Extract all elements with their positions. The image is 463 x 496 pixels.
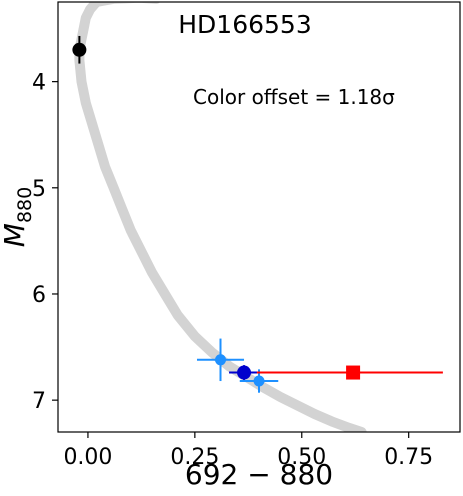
y-tick-label: 6 <box>32 283 46 308</box>
y-tick-label: 5 <box>32 177 46 202</box>
data-point-0 <box>72 35 87 64</box>
y-axis-label-subscript: 880 <box>14 187 36 223</box>
x-tick-label: 0.25 <box>170 445 219 470</box>
circle-marker <box>237 365 252 380</box>
data-point-3 <box>229 365 259 380</box>
x-tick-label: 0.00 <box>63 445 112 470</box>
axes-frame <box>57 1 461 433</box>
ticks-layer: 0.00 0.25 0.50 0.75 4 5 6 7 <box>32 71 433 470</box>
data-points-layer <box>72 35 443 393</box>
color-offset-annotation: Color offset = 1.18σ <box>193 85 395 109</box>
circle-marker <box>253 375 265 387</box>
y-axis-label: M880 <box>0 187 36 247</box>
x-tick-label: 0.75 <box>384 445 433 470</box>
x-axis-label: 692 − 880 <box>185 458 333 491</box>
x-tick-label: 0.50 <box>277 445 326 470</box>
chart-title: HD166553 <box>178 10 311 39</box>
y-tick-label: 4 <box>32 71 46 96</box>
square-marker <box>346 365 361 380</box>
y-axis-label-main: M <box>0 223 31 247</box>
data-point-4 <box>256 365 443 380</box>
y-tick-label: 7 <box>32 389 46 414</box>
data-point-1 <box>196 338 245 382</box>
circle-marker <box>215 354 227 366</box>
circle-marker <box>72 42 87 57</box>
